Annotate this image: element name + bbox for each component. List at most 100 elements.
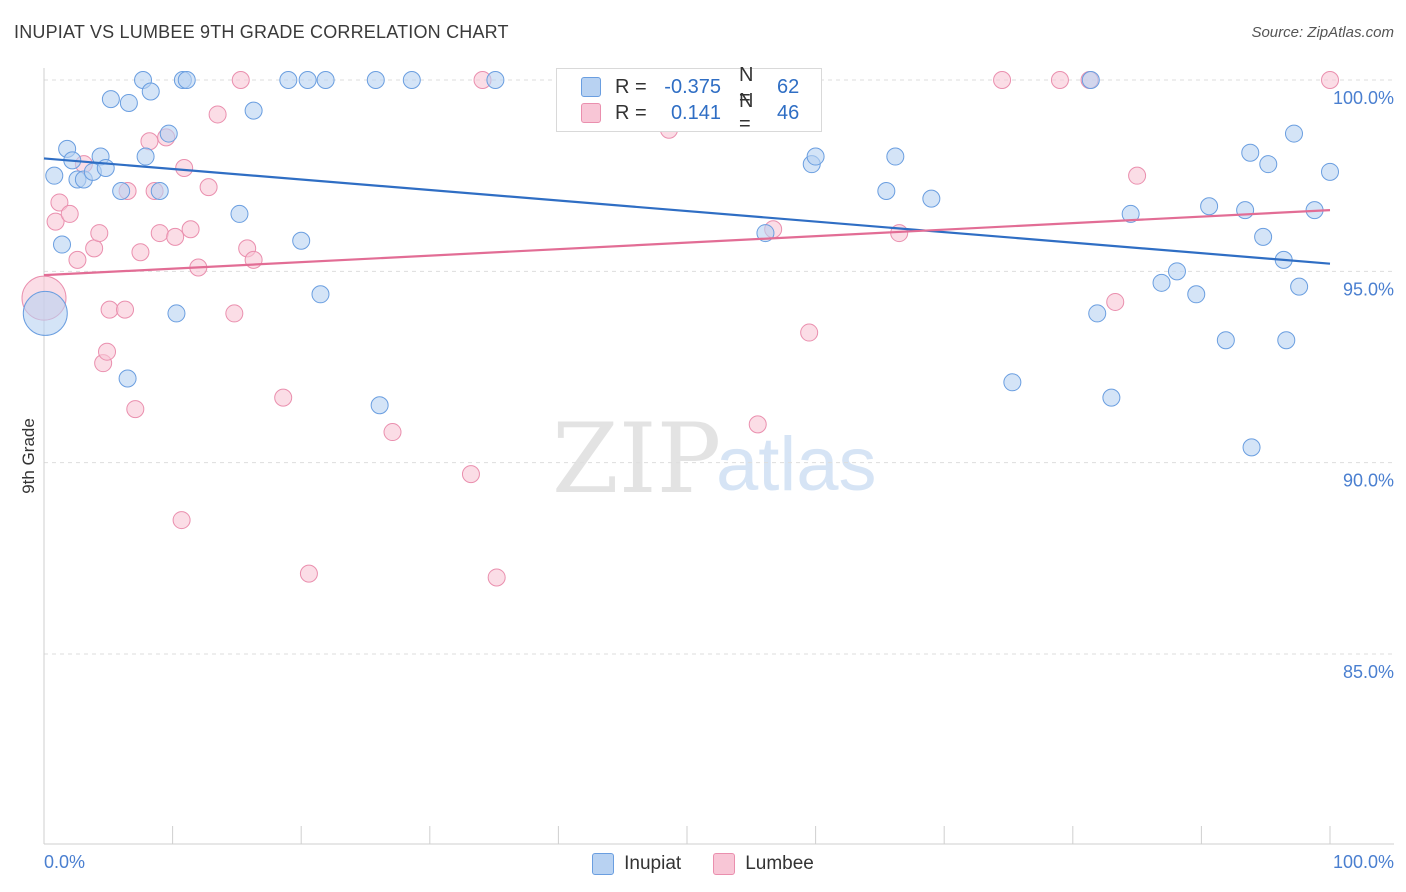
y-axis-label: 9th Grade xyxy=(19,418,38,494)
inupiat-point xyxy=(159,124,178,143)
y-tick-labels: 85.0% 90.0% 95.0% 100.0% xyxy=(1333,88,1394,682)
inupiat-point xyxy=(150,181,169,200)
lumbee-n-value: 46 xyxy=(777,101,800,124)
inupiat-point xyxy=(370,396,389,415)
trend-lines xyxy=(43,157,1331,277)
lumbee-point xyxy=(172,511,191,530)
lumbee-point xyxy=(116,300,135,319)
lumbee-point xyxy=(208,105,227,124)
n-label: N = xyxy=(739,64,754,109)
lumbee-r-value: 0.141 xyxy=(670,101,721,124)
legend-item-inupiat[interactable]: Inupiat xyxy=(592,853,681,875)
inupiat-point xyxy=(1241,143,1260,162)
lumbee-point xyxy=(299,564,318,583)
lumbee-point xyxy=(487,568,506,587)
r-label: R = xyxy=(615,101,647,124)
series-legend: Inupiat Lumbee xyxy=(0,850,1406,878)
lumbee-point xyxy=(181,220,200,239)
axes xyxy=(43,68,1394,845)
inupiat-legend-swatch xyxy=(592,853,615,875)
y-tick-label: 90.0% xyxy=(1343,471,1394,491)
lumbee-point xyxy=(199,178,218,197)
inupiat-points xyxy=(22,71,1339,457)
inupiat-point xyxy=(53,235,72,254)
lumbee-point xyxy=(383,423,402,442)
inupiat-point xyxy=(292,231,311,250)
inupiat-point xyxy=(112,181,131,200)
lumbee-point xyxy=(1050,71,1069,89)
inupiat-legend-label: Inupiat xyxy=(624,853,682,874)
inupiat-point xyxy=(136,147,155,166)
lumbee-point xyxy=(461,465,480,484)
lumbee-point xyxy=(274,388,293,407)
inupiat-point xyxy=(877,181,896,200)
inupiat-point xyxy=(1216,331,1235,350)
grid xyxy=(44,79,1394,655)
inupiat-point xyxy=(756,224,775,243)
lumbee-swatch xyxy=(581,103,601,123)
inupiat-point xyxy=(1187,285,1206,304)
inupiat-point xyxy=(1200,197,1219,216)
inupiat-point xyxy=(402,71,421,89)
x-tick-label-max: 100.0% xyxy=(1333,852,1394,872)
inupiat-point xyxy=(486,71,505,89)
inupiat-point xyxy=(167,304,186,323)
inupiat-r-value: -0.375 xyxy=(664,75,721,98)
inupiat-point xyxy=(1254,227,1273,246)
lumbee-point xyxy=(100,300,119,319)
lumbee-point xyxy=(166,227,185,246)
lumbee-legend-swatch xyxy=(713,853,736,875)
legend-item-lumbee[interactable]: Lumbee xyxy=(713,853,814,875)
inupiat-swatch xyxy=(581,77,601,97)
y-tick-label: 85.0% xyxy=(1343,662,1394,682)
watermark: ZIP atlas xyxy=(552,403,877,515)
lumbee-point xyxy=(231,71,250,89)
inupiat-trend-line xyxy=(43,157,1331,265)
inupiat-point xyxy=(119,93,138,112)
inupiat-point xyxy=(1088,304,1107,323)
lumbee-point xyxy=(98,342,117,361)
lumbee-point xyxy=(85,239,104,258)
watermark-atlas: atlas xyxy=(716,422,877,507)
lumbee-point xyxy=(800,323,819,342)
inupiat-point xyxy=(230,204,249,223)
source-label: Source: ZipAtlas.com xyxy=(1251,24,1394,41)
inupiat-n-value: 62 xyxy=(777,75,800,98)
lumbee-point xyxy=(60,204,79,223)
inupiat-point xyxy=(1242,438,1261,457)
inupiat-point xyxy=(366,71,385,89)
inupiat-point xyxy=(177,71,196,89)
inupiat-point xyxy=(279,71,298,89)
inupiat-point xyxy=(1277,331,1296,350)
lumbee-point xyxy=(225,304,244,323)
inupiat-point xyxy=(1003,373,1022,392)
inupiat-point xyxy=(316,71,335,89)
inupiat-point xyxy=(1121,204,1140,223)
lumbee-point xyxy=(140,132,159,151)
lumbee-point xyxy=(131,243,150,262)
inupiat-point xyxy=(1236,201,1255,220)
watermark-zip: ZIP xyxy=(552,403,721,515)
inupiat-point xyxy=(45,166,64,185)
inupiat-point xyxy=(22,290,68,336)
inupiat-point xyxy=(1321,162,1339,181)
lumbee-point xyxy=(50,193,69,212)
inupiat-point xyxy=(1290,277,1309,296)
lumbee-point xyxy=(68,250,87,269)
legend-row-inupiat: R = -0.375 N = 62 xyxy=(557,64,800,109)
inupiat-point xyxy=(806,147,825,166)
inupiat-point xyxy=(141,82,160,101)
inupiat-point xyxy=(298,71,317,89)
x-ticks xyxy=(43,826,1331,844)
inupiat-point xyxy=(1152,273,1171,292)
lumbee-point xyxy=(993,71,1012,89)
lumbee-trend-line xyxy=(43,209,1331,277)
lumbee-point xyxy=(126,400,145,419)
inupiat-point xyxy=(118,369,137,388)
lumbee-point xyxy=(90,224,109,243)
lumbee-point xyxy=(1106,292,1125,311)
inupiat-point xyxy=(1284,124,1303,143)
lumbee-point xyxy=(46,212,65,231)
inupiat-point xyxy=(1102,388,1121,407)
